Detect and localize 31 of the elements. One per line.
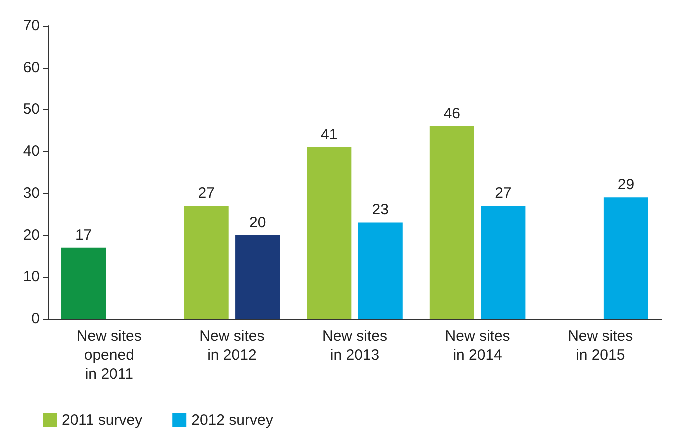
bar — [307, 147, 352, 319]
y-tick-label: 50 — [23, 101, 40, 118]
data-label: 27 — [495, 184, 512, 202]
data-label: 29 — [618, 176, 635, 194]
data-label: 23 — [372, 202, 389, 219]
data-label: 46 — [444, 105, 461, 122]
data-label: 20 — [249, 214, 266, 232]
y-tick-label: 30 — [23, 184, 40, 202]
bar — [358, 222, 403, 319]
x-tick-label: New sites in 2015 — [568, 328, 634, 364]
bar — [236, 235, 280, 319]
y-tick-label: 20 — [23, 226, 40, 244]
y-tick-label: 60 — [23, 59, 40, 76]
x-tick-label: New sites in 2014 — [445, 328, 510, 364]
legend-label: 2011 survey — [62, 412, 144, 429]
bar — [62, 248, 106, 319]
x-tick-label: New sites opened in 2011 — [76, 328, 142, 383]
data-label: 41 — [321, 126, 338, 144]
bar — [604, 198, 648, 319]
bar — [430, 126, 474, 319]
bar — [481, 206, 526, 319]
bar — [184, 206, 229, 319]
legend-label: 2012 survey — [192, 412, 274, 429]
x-tick-label: New sites in 2013 — [322, 328, 388, 364]
data-label: 17 — [75, 226, 92, 244]
x-tick-label: New sites in 2012 — [200, 328, 265, 364]
y-tick-label: 0 — [32, 310, 40, 328]
y-tick-label: 70 — [23, 18, 40, 34]
y-tick-label: 40 — [23, 143, 40, 160]
data-label: 27 — [198, 184, 215, 202]
y-tick-label: 10 — [23, 268, 40, 286]
